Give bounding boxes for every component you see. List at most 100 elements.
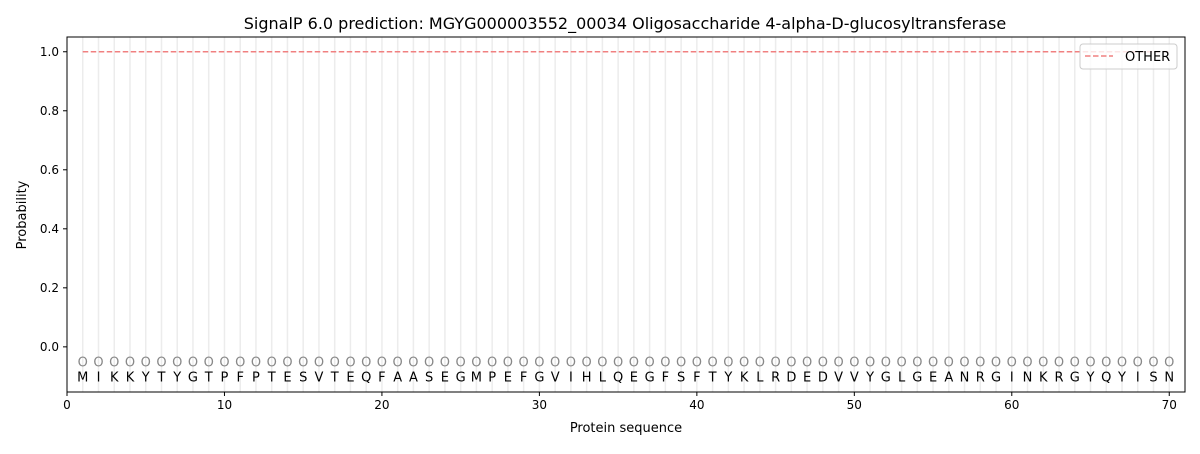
region-marker: O bbox=[503, 356, 513, 371]
y-tick-label: 0.8 bbox=[40, 104, 59, 118]
residue-label: I bbox=[97, 371, 101, 386]
residue-label: F bbox=[378, 371, 385, 386]
region-marker: O bbox=[1101, 356, 1111, 371]
region-marker: O bbox=[1085, 356, 1095, 371]
residue-label: K bbox=[110, 371, 119, 386]
region-marker: O bbox=[1164, 356, 1174, 371]
legend-label-other: OTHER bbox=[1125, 50, 1170, 65]
region-marker: O bbox=[456, 356, 466, 371]
region-marker: O bbox=[219, 356, 229, 371]
residue-label: Q bbox=[361, 371, 371, 386]
region-marker: O bbox=[802, 356, 812, 371]
x-tick-label: 50 bbox=[847, 398, 862, 412]
residue-label: S bbox=[425, 371, 433, 386]
residue-label: L bbox=[756, 371, 764, 386]
region-marker: O bbox=[1054, 356, 1064, 371]
region-marker: O bbox=[566, 356, 576, 371]
region-marker: O bbox=[109, 356, 119, 371]
residue-label: S bbox=[299, 371, 307, 386]
grid-lines bbox=[81, 37, 1171, 392]
region-marker: O bbox=[330, 356, 340, 371]
residue-label: I bbox=[569, 371, 573, 386]
region-marker: O bbox=[770, 356, 780, 371]
residue-label: T bbox=[267, 371, 276, 386]
residue-label: N bbox=[1164, 371, 1174, 386]
chart-title: SignalP 6.0 prediction: MGYG000003552_00… bbox=[244, 14, 1006, 34]
residue-label: I bbox=[1010, 371, 1014, 386]
residue-label: E bbox=[283, 371, 291, 386]
residue-label: T bbox=[157, 371, 166, 386]
region-marker: O bbox=[93, 356, 103, 371]
residue-label: G bbox=[991, 371, 1001, 386]
region-marker: O bbox=[267, 356, 277, 371]
residue-label: S bbox=[1149, 371, 1157, 386]
legend-box bbox=[1079, 43, 1178, 70]
region-marker: O bbox=[204, 356, 214, 371]
residue-label: Y bbox=[723, 371, 732, 386]
region-marker: O bbox=[629, 356, 639, 371]
residue-label: N bbox=[1023, 371, 1033, 386]
region-marker: O bbox=[314, 356, 324, 371]
y-tick-label: 0.0 bbox=[40, 340, 59, 354]
residue-label: A bbox=[393, 371, 402, 386]
residue-label: L bbox=[599, 371, 607, 386]
region-marker: O bbox=[739, 356, 749, 371]
region-marker: O bbox=[582, 356, 592, 371]
residue-label: F bbox=[693, 371, 700, 386]
x-tick-label: 10 bbox=[217, 398, 232, 412]
plot-frame bbox=[66, 36, 1186, 393]
residue-label: S bbox=[677, 371, 685, 386]
residue-label: K bbox=[126, 371, 135, 386]
residue-label: F bbox=[236, 371, 243, 386]
region-marker: O bbox=[156, 356, 166, 371]
residue-label: G bbox=[456, 371, 466, 386]
region-marker: O bbox=[534, 356, 544, 371]
residue-label: R bbox=[976, 371, 985, 386]
region-marker: O bbox=[707, 356, 717, 371]
region-marker: O bbox=[692, 356, 702, 371]
region-marker: O bbox=[881, 356, 891, 371]
region-marker: O bbox=[613, 356, 623, 371]
residue-label: Y bbox=[1086, 371, 1095, 386]
residue-label: V bbox=[314, 371, 323, 386]
region-marker: O bbox=[944, 356, 954, 371]
region-marker: O bbox=[1148, 356, 1158, 371]
region-marker: O bbox=[975, 356, 985, 371]
region-marker: O bbox=[141, 356, 151, 371]
residue-label: T bbox=[708, 371, 717, 386]
residue-label: Q bbox=[1101, 371, 1111, 386]
region-marker: O bbox=[1022, 356, 1032, 371]
region-marker: O bbox=[645, 356, 655, 371]
region-marker: O bbox=[723, 356, 733, 371]
residue-label: G bbox=[188, 371, 198, 386]
region-marker: O bbox=[896, 356, 906, 371]
residue-label: F bbox=[662, 371, 669, 386]
residue-label: G bbox=[645, 371, 655, 386]
region-marker: O bbox=[959, 356, 969, 371]
region-marker: O bbox=[282, 356, 292, 371]
region-marker: O bbox=[928, 356, 938, 371]
region-marker: O bbox=[408, 356, 418, 371]
residue-label: E bbox=[346, 371, 354, 386]
residue-label: E bbox=[441, 371, 449, 386]
y-axis-label: Probability bbox=[15, 180, 30, 249]
region-marker: O bbox=[393, 356, 403, 371]
residue-label: E bbox=[803, 371, 811, 386]
region-marker: O bbox=[361, 356, 371, 371]
region-marker: O bbox=[1038, 356, 1048, 371]
y-tick-label: 0.6 bbox=[40, 163, 59, 177]
x-axis-label: Protein sequence bbox=[570, 421, 682, 436]
residue-label: M bbox=[77, 371, 88, 386]
region-marker: O bbox=[424, 356, 434, 371]
region-marker: O bbox=[78, 356, 88, 371]
region-marker: O bbox=[786, 356, 796, 371]
region-marker: O bbox=[1070, 356, 1080, 371]
legend: OTHER bbox=[1079, 43, 1178, 70]
residue-label: M bbox=[471, 371, 482, 386]
region-marker: O bbox=[597, 356, 607, 371]
residue-label: F bbox=[520, 371, 527, 386]
residue-label: K bbox=[1039, 371, 1048, 386]
region-marker: O bbox=[912, 356, 922, 371]
region-marker: O bbox=[251, 356, 261, 371]
region-marker: O bbox=[550, 356, 560, 371]
